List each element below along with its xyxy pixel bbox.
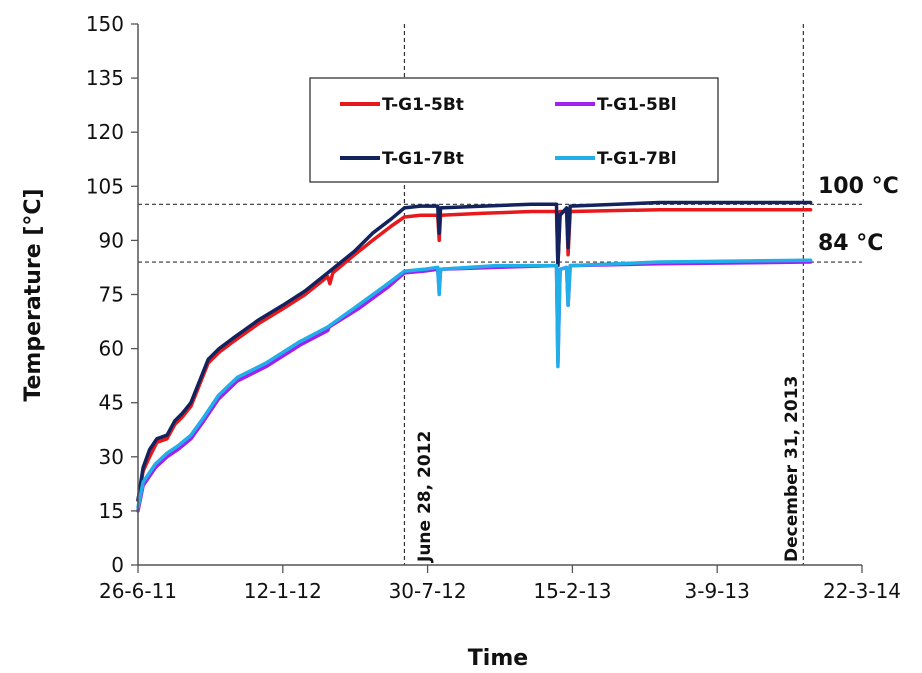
x-axis-title: Time [468, 646, 528, 671]
ref-label-84: 84 °C [818, 231, 883, 256]
y-tick-label: 60 [99, 337, 124, 361]
series-line-t-g1-5bl [136, 260, 813, 513]
y-tick-label: 150 [86, 12, 124, 36]
y-tick-label: 135 [86, 66, 124, 90]
y-tick-label: 105 [86, 174, 124, 198]
y-axis-title: Temperature [°C] [21, 188, 46, 401]
tick-labels: 0 15 30 45 60 75 90 105 120 135 150 26-6-11 12-1-12 3… [86, 12, 901, 603]
x-tick-label: 22-3-14 [823, 579, 901, 603]
series-line-t-g1-5bt [136, 207, 813, 502]
legend-box [309, 77, 719, 183]
date-label-june-28-2012: June 28, 2012 [415, 431, 435, 563]
legend-label-t-g1-7bl: T-G1-7Bl [597, 149, 677, 169]
x-tick-label: 26-6-11 [99, 579, 177, 603]
y-tick-label: 0 [111, 553, 124, 577]
y-tick-label: 90 [99, 228, 124, 252]
axes [131, 23, 863, 573]
y-tick-label: 120 [86, 120, 124, 144]
legend-label-t-g1-7bt: T-G1-7Bt [382, 149, 464, 169]
date-label-december-31-2013: December 31, 2013 [782, 376, 802, 562]
series-line-t-g1-7bl [136, 258, 813, 510]
y-tick-label: 15 [99, 499, 124, 523]
x-tick-label: 12-1-12 [244, 579, 322, 603]
legend-label-t-g1-5bt: T-G1-5Bt [382, 95, 464, 115]
series-lines [136, 200, 813, 513]
x-tick-label: 30-7-12 [389, 579, 467, 603]
ref-label-100: 100 °C [818, 174, 899, 199]
series-line-t-g1-7bt [136, 200, 813, 502]
legend-label-t-g1-5bl: T-G1-5Bl [597, 95, 677, 115]
x-tick-label: 15-2-13 [533, 579, 611, 603]
y-tick-label: 30 [99, 445, 124, 469]
x-tick-label: 3-9-13 [685, 579, 750, 603]
y-tick-label: 45 [99, 391, 124, 415]
legend: T-G1-5Bt T-G1-5Bl T-G1-7Bt T-G1-7Bl [309, 77, 719, 183]
y-tick-label: 75 [99, 283, 124, 307]
